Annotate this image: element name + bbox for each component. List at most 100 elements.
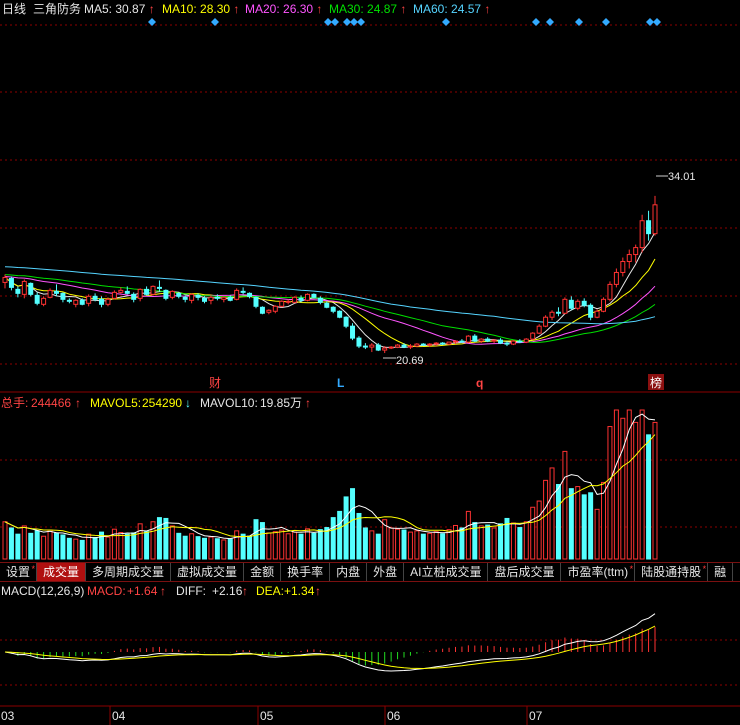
signal-diamond-icon (653, 18, 661, 26)
candle (369, 344, 375, 348)
candle (163, 289, 169, 299)
signal-diamond-icon (602, 18, 610, 26)
tab-8[interactable]: AI立桩成交量 (404, 563, 489, 581)
candle (453, 340, 458, 343)
candle (214, 296, 220, 299)
candle (594, 310, 600, 318)
volume-bar (311, 532, 317, 560)
candle (279, 300, 285, 307)
volume-bar (92, 536, 98, 560)
star-icon: * (702, 564, 707, 574)
diff-label: DIFF: (176, 584, 206, 598)
tab-3[interactable]: 虚拟成交量 (171, 563, 245, 581)
candle (350, 325, 356, 339)
volume-bar (626, 409, 632, 560)
tab-2[interactable]: 多周期成交量 (86, 563, 172, 581)
volume-bar (472, 522, 478, 560)
volume-bar (131, 532, 137, 560)
volume-bar (427, 532, 433, 560)
candle (240, 290, 246, 293)
candle (382, 347, 388, 351)
candle (440, 342, 446, 345)
mavol5-arrow: ↓ (185, 396, 191, 410)
candle (253, 296, 259, 307)
diff-arrow: ↑ (242, 584, 248, 598)
volume-bar (86, 533, 92, 560)
tab-6[interactable]: 内盘 (330, 563, 368, 581)
volume-bar (601, 481, 607, 560)
volume-bar (53, 532, 59, 560)
ma10-line (4, 258, 656, 348)
tab-7[interactable]: 外盘 (367, 563, 405, 581)
event-marker-caibao[interactable]: 财 (209, 376, 221, 390)
signal-diamond-icon (331, 18, 339, 26)
tab-0[interactable]: 设置 * (0, 563, 38, 581)
tab-9[interactable]: 盘后成交量 (488, 563, 562, 581)
candle (356, 337, 362, 347)
candle (73, 299, 79, 305)
candle (562, 298, 568, 314)
tab-5[interactable]: 换手率 (281, 563, 331, 581)
volume-bar (491, 527, 497, 560)
volume-bar (208, 536, 214, 560)
event-marker-q[interactable]: q (476, 376, 483, 390)
macd-lines (4, 613, 656, 672)
candle (568, 299, 574, 309)
candle (330, 306, 336, 312)
event-marker-bang[interactable]: 榜 (650, 375, 662, 390)
candle (156, 286, 162, 289)
volume-bar (259, 522, 265, 560)
signal-diamond-icon (646, 18, 654, 26)
volume-bar (343, 496, 349, 560)
signal-markers (148, 18, 661, 26)
candle (124, 290, 130, 294)
volume-bar (285, 533, 291, 560)
candle (498, 339, 504, 344)
volume-bar (28, 532, 34, 560)
star-icon: * (629, 564, 634, 574)
tab-12[interactable]: 融 (708, 563, 734, 581)
period-label[interactable]: 日线 (2, 2, 26, 16)
candle (530, 332, 536, 340)
volume-bar (388, 527, 394, 560)
candle (247, 292, 253, 297)
tab-1[interactable]: 成交量 (37, 563, 87, 581)
event-marker-bang-box[interactable] (648, 374, 664, 390)
volume-bar (266, 532, 272, 560)
candle (343, 316, 349, 327)
volume-bar (433, 531, 439, 560)
candle (92, 295, 98, 300)
candle (324, 302, 330, 308)
tab-11[interactable]: 陆股通持股 * (635, 563, 709, 581)
volume-bar (613, 409, 619, 560)
tab-10[interactable]: 市盈率(ttm) * (561, 563, 636, 581)
diff-value: +2.16 (212, 584, 243, 598)
tab-4[interactable]: 金额 (244, 563, 282, 581)
volume-bar (485, 524, 491, 560)
volume-bar (156, 517, 162, 560)
candle (298, 297, 304, 301)
event-marker-l[interactable]: L (337, 376, 344, 390)
ma-legend-item: MA10: 28.30 ↑ (162, 2, 239, 16)
volume-bar (607, 426, 613, 560)
candle (8, 277, 14, 288)
candle (549, 311, 555, 318)
tab-label: 外盘 (373, 565, 398, 579)
volume-ma-lines (4, 413, 656, 540)
volume-bar (144, 531, 150, 560)
candle (304, 293, 310, 301)
volume-bars[interactable] (2, 409, 658, 560)
candle (15, 288, 21, 294)
ma60-line (4, 266, 656, 325)
volume-bar (543, 479, 549, 560)
signal-diamond-icon (442, 18, 450, 26)
candle (626, 254, 632, 263)
volume-bar (41, 535, 47, 560)
event-markers[interactable]: 财 L q 榜 (209, 374, 664, 390)
time-axis-label: 07 (529, 709, 543, 723)
candlesticks[interactable] (2, 195, 658, 354)
volume-bar (555, 484, 561, 560)
signal-diamond-icon (575, 18, 583, 26)
volume-bar (182, 535, 188, 560)
